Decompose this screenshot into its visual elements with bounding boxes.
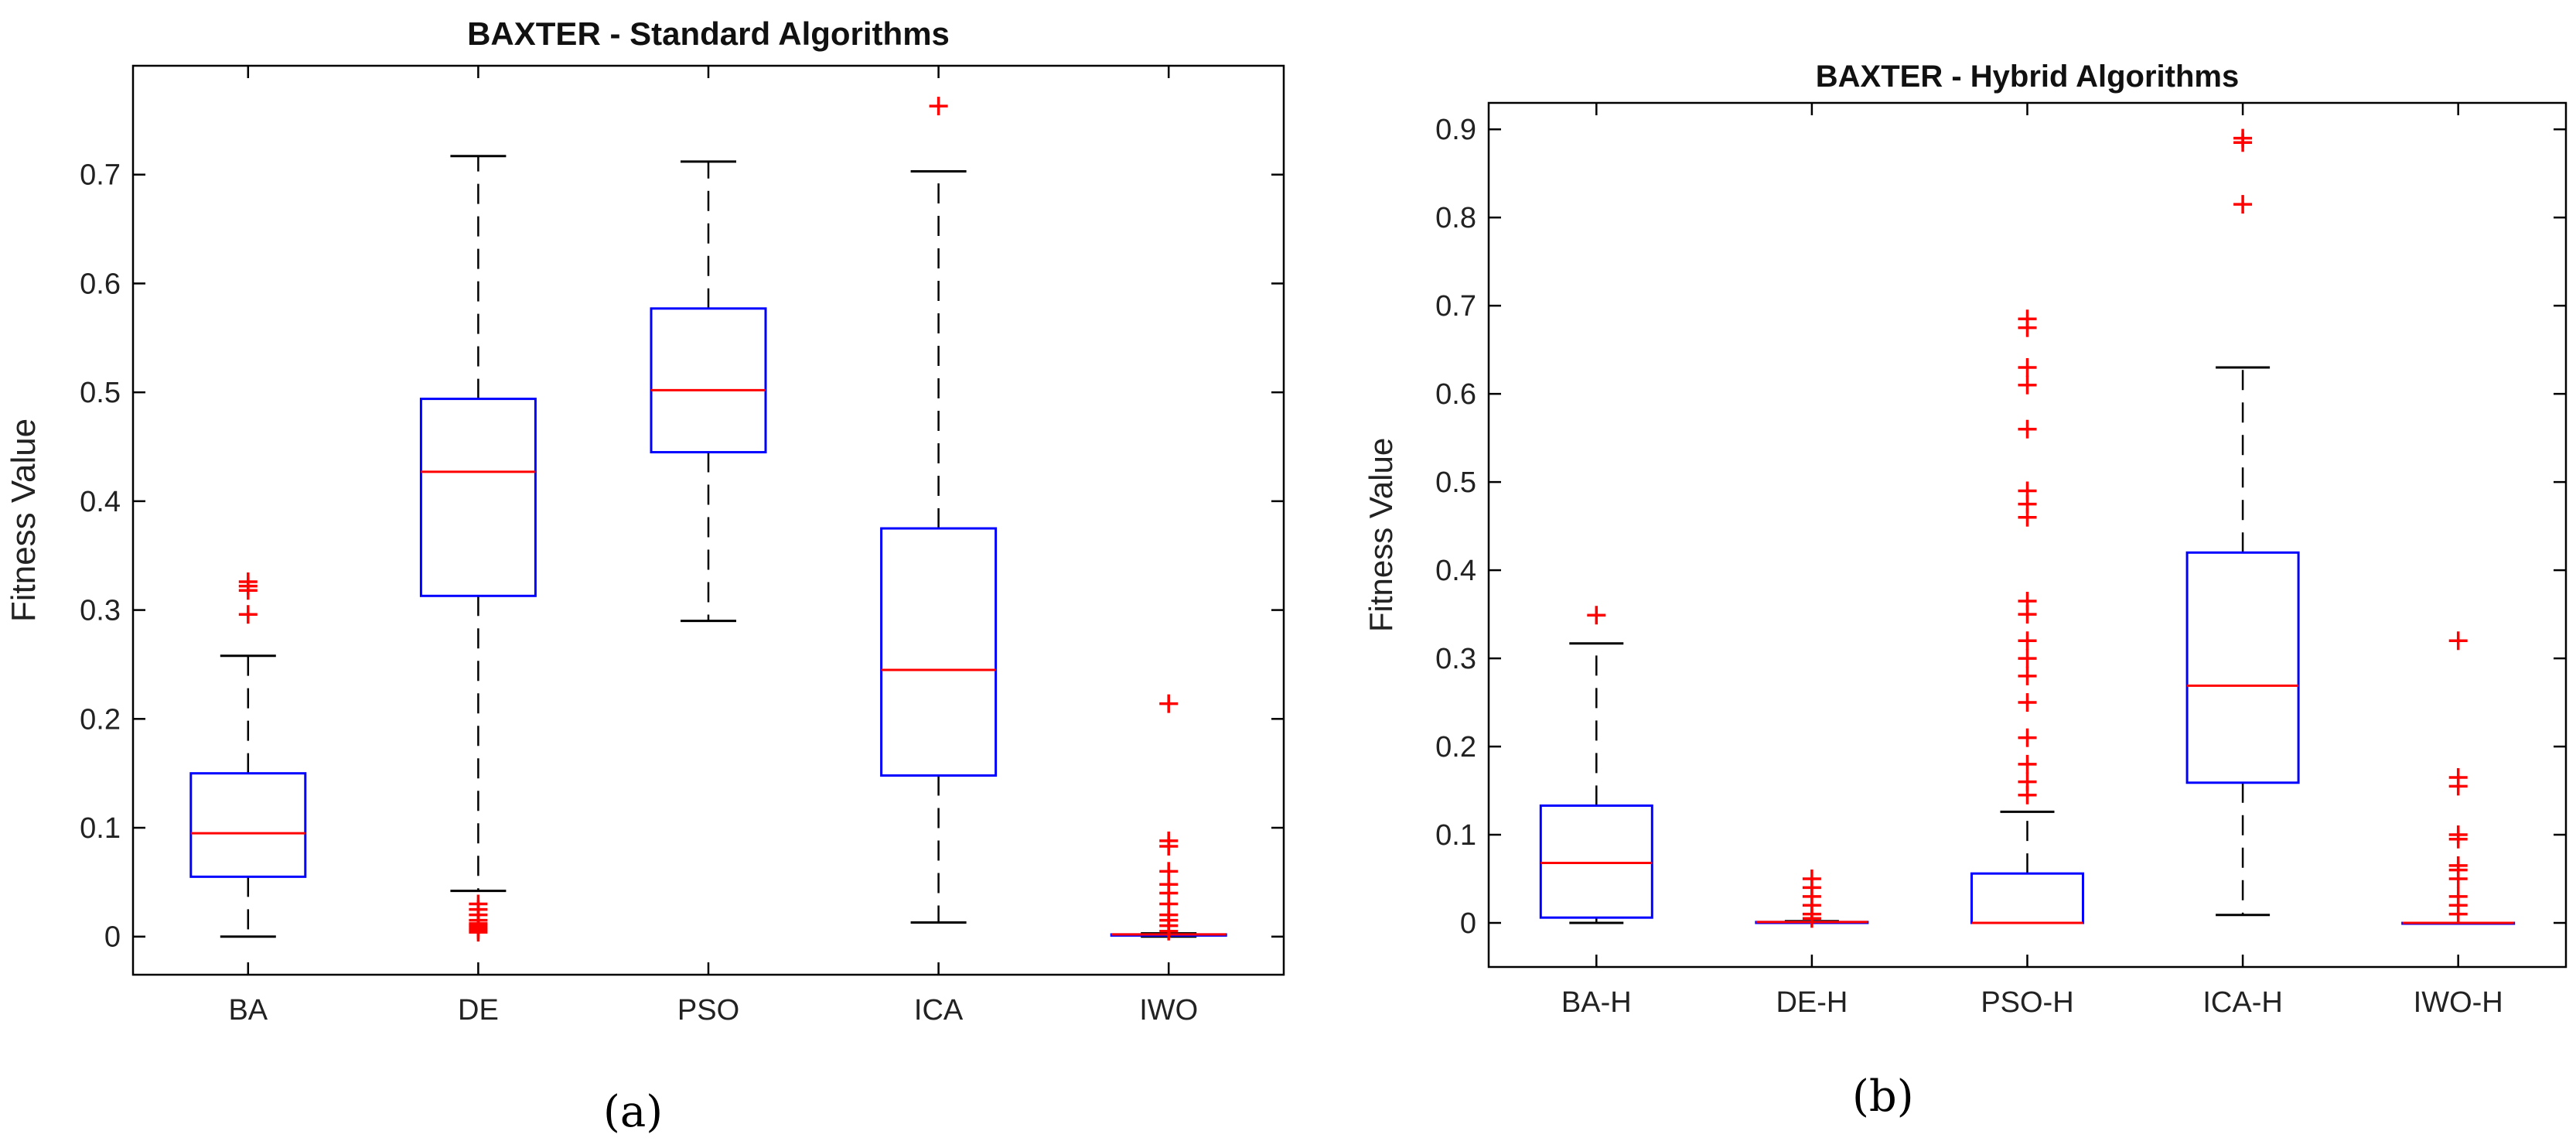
x-tick-label: DE [458, 994, 499, 1027]
outlier-marker [2448, 767, 2468, 787]
box-ica-h [2185, 128, 2300, 917]
y-tick-label: 0.7 [1435, 290, 1476, 323]
outlier-marker [2018, 772, 2037, 791]
y-tick-label: 0.2 [80, 703, 121, 736]
iqr-box [189, 772, 307, 878]
y-tick-label: 0.4 [80, 486, 121, 518]
y-tick-label: 0.6 [1435, 378, 1476, 411]
outlier-marker [2233, 128, 2253, 148]
box-de [419, 155, 537, 942]
box-pso-h [1970, 309, 2084, 924]
y-tick-label: 0.3 [1435, 643, 1476, 675]
y-tick-label: 0.8 [1435, 202, 1476, 234]
outlier-marker [2018, 591, 2037, 610]
outlier-marker [2018, 754, 2037, 774]
outlier-marker [1587, 606, 1606, 625]
chart-title: BAXTER - Standard Algorithms [467, 15, 950, 52]
x-tick-label: PSO [677, 994, 739, 1027]
outlier-marker [469, 894, 488, 914]
iqr-box [880, 527, 998, 777]
outlier-marker [2018, 357, 2037, 377]
iqr-box [419, 398, 537, 597]
y-tick-label: 0.9 [1435, 114, 1476, 146]
iqr-box [650, 307, 767, 454]
chart-b: 0 0.1 0.2 0.3 0.4 0.5 0.6 0.7 0.8 0.9 BA-H DE-H PSO-… [1363, 60, 2567, 1019]
outlier-marker [2018, 481, 2037, 501]
y-tick-label: 0.3 [80, 595, 121, 627]
outlier-marker [2018, 309, 2037, 329]
box-ba-h [1539, 606, 1653, 924]
outlier-marker [1802, 870, 1821, 889]
outlier-marker [1159, 694, 1179, 713]
box-ba [189, 572, 307, 938]
x-tick-label: ICA-H [2202, 986, 2282, 1019]
y-tick-label: 0 [104, 921, 121, 954]
y-axis-label: Fitness Value [5, 419, 43, 622]
box-ica [880, 97, 998, 924]
outlier-marker [238, 605, 258, 624]
iqr-box [1970, 872, 2084, 924]
chart-a: 0 0.1 0.2 0.3 0.4 0.5 0.6 0.7 BA DE PSO ICA IWO BAXTE… [5, 15, 1285, 1027]
y-axis-label: Fitness Value [1363, 438, 1399, 632]
outlier-marker [2018, 419, 2037, 439]
outlier-marker [2018, 375, 2037, 395]
outlier-marker [2448, 856, 2468, 875]
subfigure-label-a: (a) [603, 1087, 664, 1137]
box-pso [650, 160, 767, 623]
y-tick-label: 0.4 [1435, 555, 1476, 587]
outlier-marker [2018, 649, 2037, 668]
outlier-marker [238, 572, 258, 592]
outlier-marker [2018, 631, 2037, 651]
box-iwo-h [2401, 631, 2516, 925]
y-tick-label: 0 [1460, 907, 1476, 940]
y-tick-label: 0.5 [80, 377, 121, 409]
outlier-marker [2018, 693, 2037, 712]
outlier-marker [1159, 831, 1179, 850]
x-tick-label: IWO-H [2414, 986, 2503, 1019]
y-tick-label: 0.1 [80, 812, 121, 845]
x-tick-label: BA [228, 994, 268, 1027]
y-tick-label: 0.6 [80, 268, 121, 300]
y-tick-label: 0.7 [80, 159, 121, 192]
y-tick-label: 0.5 [1435, 466, 1476, 499]
y-tick-label: 0.1 [1435, 819, 1476, 852]
outlier-marker [2448, 631, 2468, 651]
outlier-marker [2448, 825, 2468, 845]
iqr-box [1539, 804, 1653, 919]
outlier-marker [929, 97, 948, 116]
subfigure-label-b: (b) [1852, 1071, 1914, 1122]
iqr-box [2185, 551, 2300, 784]
x-tick-label: PSO-H [1981, 986, 2073, 1019]
x-tick-label: DE-H [1776, 986, 1848, 1019]
x-tick-label: ICA [914, 994, 964, 1027]
outlier-marker [2448, 887, 2468, 906]
outlier-marker [2018, 666, 2037, 685]
y-tick-label: 0.2 [1435, 731, 1476, 764]
box-de-h [1755, 870, 1869, 928]
outlier-marker [2233, 195, 2253, 214]
box-iwo [1110, 694, 1227, 941]
x-tick-label: IWO [1139, 994, 1198, 1027]
outlier-marker [1159, 862, 1179, 881]
x-tick-label: BA-H [1561, 986, 1632, 1019]
outlier-marker [2018, 728, 2037, 747]
chart-title: BAXTER - Hybrid Algorithms [1816, 60, 2239, 94]
